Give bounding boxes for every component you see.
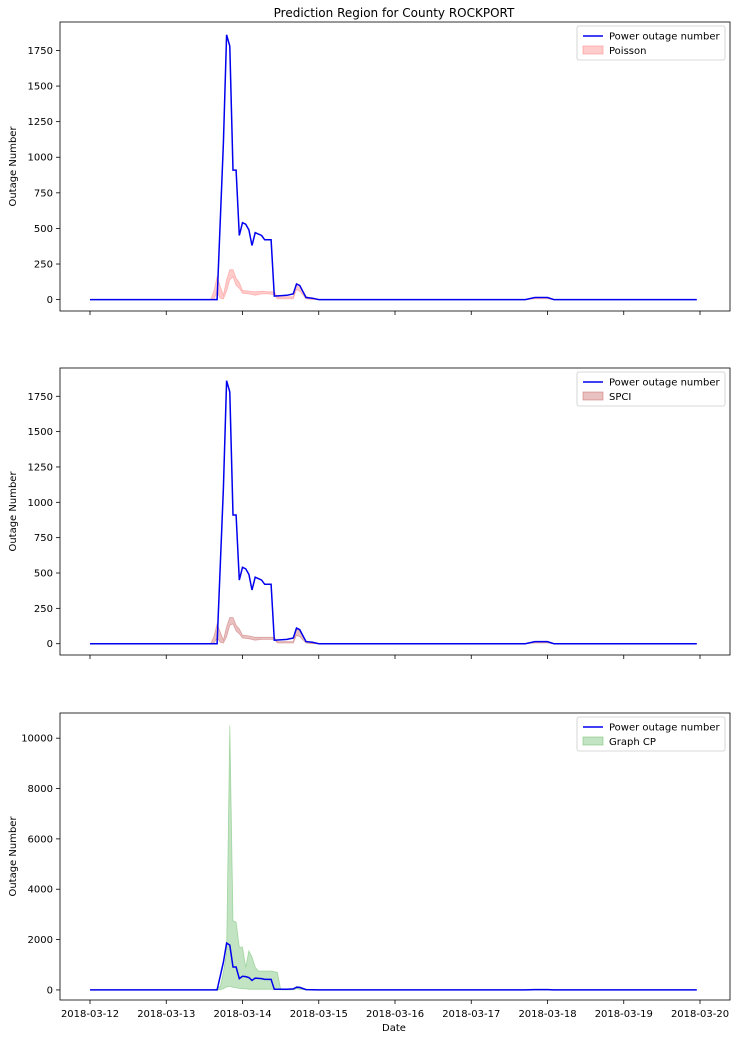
band-poisson (90, 269, 697, 301)
x-tick-label: 2018-03-16 (366, 1009, 424, 1020)
legend-band-swatch (582, 736, 604, 746)
figure-title: Prediction Region for County ROCKPORT (274, 6, 515, 20)
y-tick-label: 750 (34, 533, 53, 544)
series-line-power-outage (90, 941, 697, 991)
y-tick-label: 1750 (28, 392, 53, 403)
y-tick-label: 1000 (28, 153, 53, 164)
y-tick-label: 250 (34, 604, 53, 615)
legend-label-observed: Power outage number (609, 723, 721, 734)
plot-layer: 0 250 500 750 1000 1250 1500 1750 Outage Number P… (8, 21, 731, 1020)
y-axis-label: Outage Number (8, 816, 19, 897)
series-line-power-outage (90, 380, 697, 645)
chart-panel-3: 0 2000 4000 6000 8000 10000 2018-03-12 2018-03-… (8, 712, 731, 1020)
y-tick-label: 1500 (28, 82, 53, 93)
x-tick-label: 2018-03-20 (671, 1009, 729, 1020)
legend-label-observed: Power outage number (609, 32, 721, 43)
x-tick-label: 2018-03-19 (595, 1009, 653, 1020)
x-tick-label: 2018-03-15 (290, 1009, 348, 1020)
y-tick-label: 1000 (28, 498, 53, 509)
x-tick-label: 2018-03-13 (137, 1009, 195, 1020)
series-line-power-outage (90, 34, 697, 301)
legend-label-band: SPCI (609, 392, 631, 403)
y-tick-label: 8000 (28, 784, 53, 795)
y-tick-label: 2000 (28, 935, 53, 946)
y-axis-label: Outage Number (8, 126, 19, 207)
x-tick-label: 2018-03-14 (213, 1009, 271, 1020)
legend-label-band: Graph CP (609, 737, 656, 748)
y-tick-label: 0 (47, 295, 53, 306)
x-tick-label: 2018-03-12 (61, 1009, 119, 1020)
legend: Power outage number SPCI (576, 371, 726, 407)
y-axis-label: Outage Number (8, 471, 19, 552)
y-tick-label: 10000 (21, 734, 53, 745)
legend-label-observed: Power outage number (609, 378, 721, 389)
y-tick-label: 1250 (28, 117, 53, 128)
y-tick-label: 500 (34, 569, 53, 580)
legend: Power outage number Graph CP (576, 716, 726, 752)
band-spci (90, 617, 697, 645)
y-tick-label: 1500 (28, 427, 53, 438)
band-graph-cp (90, 725, 697, 991)
y-tick-label: 1750 (28, 46, 53, 57)
y-tick-label: 250 (34, 260, 53, 271)
legend-box (576, 371, 726, 407)
y-tick-label: 6000 (28, 834, 53, 845)
legend-band-swatch (582, 391, 604, 401)
legend-band-swatch (582, 45, 604, 55)
y-tick-label: 1250 (28, 462, 53, 473)
y-tick-label: 0 (47, 639, 53, 650)
y-tick-label: 4000 (28, 885, 53, 896)
y-tick-label: 750 (34, 188, 53, 199)
y-tick-label: 500 (34, 224, 53, 235)
legend: Power outage number Poisson (576, 25, 726, 61)
legend-box (576, 716, 726, 752)
x-tick-label: 2018-03-17 (442, 1009, 500, 1020)
chart-panel-1: 0 250 500 750 1000 1250 1500 1750 Outage Number P… (8, 21, 731, 315)
chart-panel-2: 0 250 500 750 1000 1250 1500 1750 Outage Number P… (8, 367, 731, 659)
legend-label-band: Poisson (609, 46, 646, 57)
x-tick-label: 2018-03-18 (518, 1009, 576, 1020)
x-axis-label: Date (382, 1023, 406, 1034)
y-tick-label: 0 (47, 985, 53, 996)
legend-box (576, 25, 726, 61)
